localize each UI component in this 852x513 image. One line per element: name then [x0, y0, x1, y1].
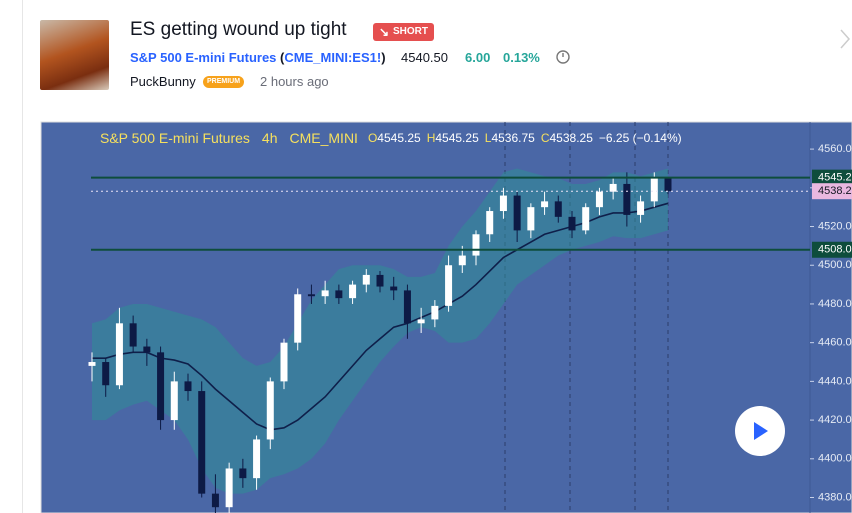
legend-o-value: 4545.25	[377, 131, 421, 145]
legend-l-value: 4536.75	[491, 131, 535, 145]
play-icon[interactable]	[754, 422, 768, 440]
candle-body	[88, 362, 96, 366]
candle-body	[280, 342, 288, 382]
candle-body	[349, 284, 357, 299]
candle-body	[225, 468, 233, 508]
author[interactable]: PuckBunny	[130, 74, 196, 89]
candle-body	[157, 352, 165, 421]
legend-interval: 4h	[262, 130, 278, 146]
candle-body	[486, 211, 494, 235]
alert-icon[interactable]	[554, 47, 572, 65]
symbol[interactable]: S&P 500 E-mini Futures (CME_MINI:ES1!)	[130, 50, 386, 65]
candle-body	[376, 274, 384, 287]
candle-body	[541, 201, 549, 208]
idea-title[interactable]: ES getting wound up tight	[130, 19, 347, 40]
legend-h: H	[427, 131, 436, 145]
candle-body	[390, 286, 398, 291]
y-tick-label: 4560.00	[818, 143, 852, 155]
candle-body	[184, 381, 192, 392]
candle-body	[307, 294, 315, 297]
y-tick-label: 4500.00	[818, 259, 852, 271]
chart-legend: S&P 500 E-mini Futures 4h CME_MINI O4545.25…	[100, 130, 682, 146]
candle-body	[362, 274, 370, 285]
level-tag	[812, 241, 852, 258]
candle-body	[527, 207, 535, 231]
level-tag	[812, 183, 852, 200]
change: 6.00	[465, 50, 491, 65]
level-label: 4508.0	[818, 244, 852, 256]
symbol-code[interactable]: CME_MINI:ES1!	[284, 50, 382, 65]
candle-body	[239, 468, 247, 479]
candle-body	[637, 201, 645, 215]
legend-change: −6.25 (−0.14%)	[599, 131, 682, 145]
price: 4540.50	[401, 50, 448, 65]
candle-body	[253, 439, 261, 479]
legend-exchange: CME_MINI	[290, 130, 358, 146]
time: 2 hours ago	[260, 74, 329, 89]
y-tick-label: 4380.00	[818, 491, 852, 503]
level-label: 4538.2	[818, 185, 852, 197]
candle-body	[513, 195, 521, 231]
candle-body	[321, 290, 329, 297]
candle-body	[554, 201, 562, 217]
candle-body	[609, 183, 617, 192]
candle-body	[568, 216, 576, 231]
candle-body	[499, 195, 507, 212]
badge-text: SHORT	[393, 26, 428, 37]
candle-body	[170, 381, 178, 421]
candle-body	[417, 319, 425, 324]
candle-body	[403, 290, 411, 324]
short-badge: ↘ SHORT	[373, 23, 434, 41]
y-tick-label: 4440.00	[818, 375, 852, 387]
candle-body	[650, 178, 658, 202]
y-tick-label: 4480.00	[818, 298, 852, 310]
divider	[22, 0, 23, 513]
candle-body	[623, 183, 631, 215]
candle-body	[129, 323, 137, 347]
candle-body	[143, 346, 151, 353]
candle-body	[472, 234, 480, 256]
candle-body	[294, 294, 302, 343]
legend-h-value: 4545.25	[435, 131, 479, 145]
next-arrow[interactable]	[838, 28, 852, 50]
legend-c: C	[541, 131, 550, 145]
y-tick-label: 4420.00	[818, 414, 852, 426]
y-tick-label: 4460.00	[818, 337, 852, 349]
candle-body	[582, 207, 590, 231]
change-pct: 0.13%	[503, 50, 540, 65]
candle-body	[266, 381, 274, 440]
candle-body	[664, 177, 672, 192]
candle-body	[102, 362, 110, 386]
candle-body	[198, 391, 206, 494]
level-label: 4545.2	[818, 172, 852, 184]
level-tag	[812, 169, 852, 186]
premium-badge: PREMIUM	[203, 76, 245, 88]
y-tick-label: 4400.00	[818, 453, 852, 465]
avatar[interactable]	[40, 20, 109, 90]
y-tick-label: 4520.00	[818, 220, 852, 232]
candle-body	[211, 493, 219, 508]
legend-o: O	[368, 131, 377, 145]
candle-body	[431, 305, 439, 320]
legend-l: L	[485, 131, 492, 145]
candle-body	[445, 265, 453, 306]
candle-body	[595, 191, 603, 208]
candle-body	[115, 323, 123, 386]
legend-name: S&P 500 E-mini Futures	[100, 130, 250, 146]
candle-body	[335, 290, 343, 299]
legend-c-value: 4538.25	[550, 131, 594, 145]
candle-body	[458, 255, 466, 266]
symbol-name[interactable]: S&P 500 E-mini Futures	[130, 50, 277, 65]
